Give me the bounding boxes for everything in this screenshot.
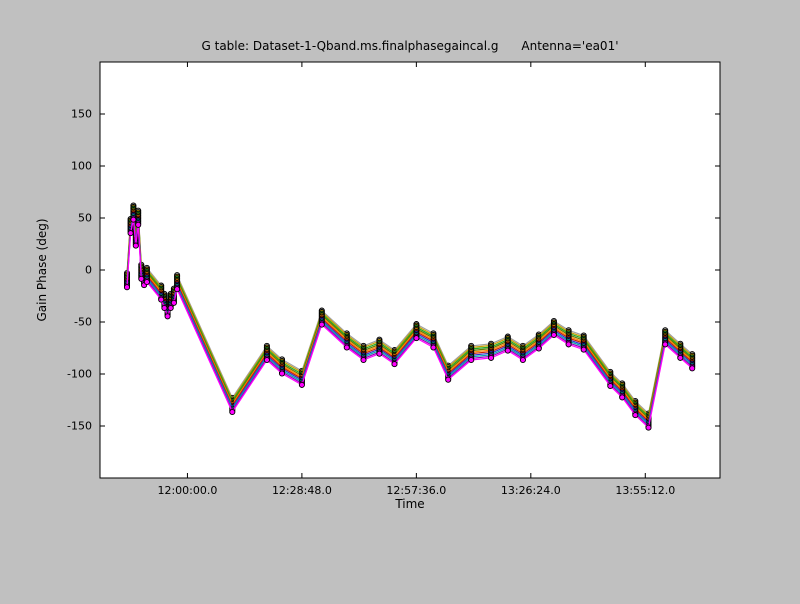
- plot-title: G table: Dataset-1-Qband.ms.finalphasega…: [202, 39, 619, 53]
- data-point-marker: [127, 230, 134, 237]
- y-axis-label: Gain Phase (deg): [35, 218, 49, 321]
- y-tick-label: 100: [71, 160, 92, 173]
- data-point-marker: [130, 216, 137, 223]
- data-point-marker: [343, 344, 350, 351]
- data-point-marker: [123, 284, 131, 291]
- data-point-marker: [376, 350, 383, 357]
- data-point-marker: [143, 278, 150, 286]
- data-point-marker: [580, 346, 587, 353]
- series-markers: [123, 216, 696, 431]
- y-tick-label: -150: [67, 420, 92, 433]
- data-point-marker: [519, 356, 526, 364]
- plot-area: [100, 62, 720, 478]
- y-tick-label: 0: [85, 264, 92, 277]
- y-tick-label: 50: [78, 212, 92, 225]
- data-point-marker: [132, 242, 139, 249]
- data-point-marker: [677, 354, 684, 361]
- x-tick-label: 13:55:12.0: [615, 484, 675, 497]
- data-point-marker: [504, 347, 511, 354]
- data-point-marker: [445, 376, 452, 383]
- data-point-marker: [135, 221, 142, 228]
- data-point-marker: [550, 331, 557, 339]
- data-point-marker: [535, 345, 542, 352]
- plot-content: 12:00:00.0 12:28:48.0 12:57:36.0 13:26:24.0…: [67, 62, 720, 497]
- data-point-marker: [645, 424, 652, 431]
- data-point-marker: [298, 381, 305, 388]
- data-point-marker: [619, 394, 626, 401]
- data-point-marker: [170, 299, 177, 306]
- data-point-marker: [138, 275, 145, 282]
- data-point-marker: [662, 341, 669, 348]
- data-point-marker: [689, 365, 696, 372]
- data-point-marker: [360, 356, 367, 364]
- data-point-marker: [607, 382, 614, 390]
- data-point-marker: [161, 304, 168, 312]
- data-point-marker: [632, 412, 639, 419]
- data-point-marker: [263, 356, 270, 364]
- x-tick-label: 12:57:36.0: [386, 484, 446, 497]
- data-point-marker: [229, 408, 236, 416]
- data-point-marker: [318, 321, 325, 328]
- y-tick-label: -50: [74, 316, 92, 329]
- x-tick-label: 13:26:24.0: [501, 484, 561, 497]
- data-point-marker: [468, 356, 475, 364]
- data-point-marker: [430, 344, 437, 351]
- x-tick-label: 12:28:48.0: [272, 484, 332, 497]
- axes-border: [99, 61, 721, 479]
- y-tick-label: -100: [67, 368, 92, 381]
- data-point-marker: [158, 296, 165, 303]
- x-axis-label: Time: [394, 497, 424, 511]
- data-point-marker: [391, 361, 398, 368]
- y-tick-label: 150: [71, 108, 92, 121]
- data-point-marker: [174, 286, 181, 293]
- data-point-marker: [164, 313, 171, 320]
- data-point-marker: [278, 370, 286, 377]
- data-point-marker: [488, 354, 495, 361]
- data-point-marker: [413, 335, 420, 342]
- data-point-marker: [565, 341, 572, 348]
- x-tick-label: 12:00:00.0: [157, 484, 217, 497]
- data-point-marker: [167, 304, 174, 312]
